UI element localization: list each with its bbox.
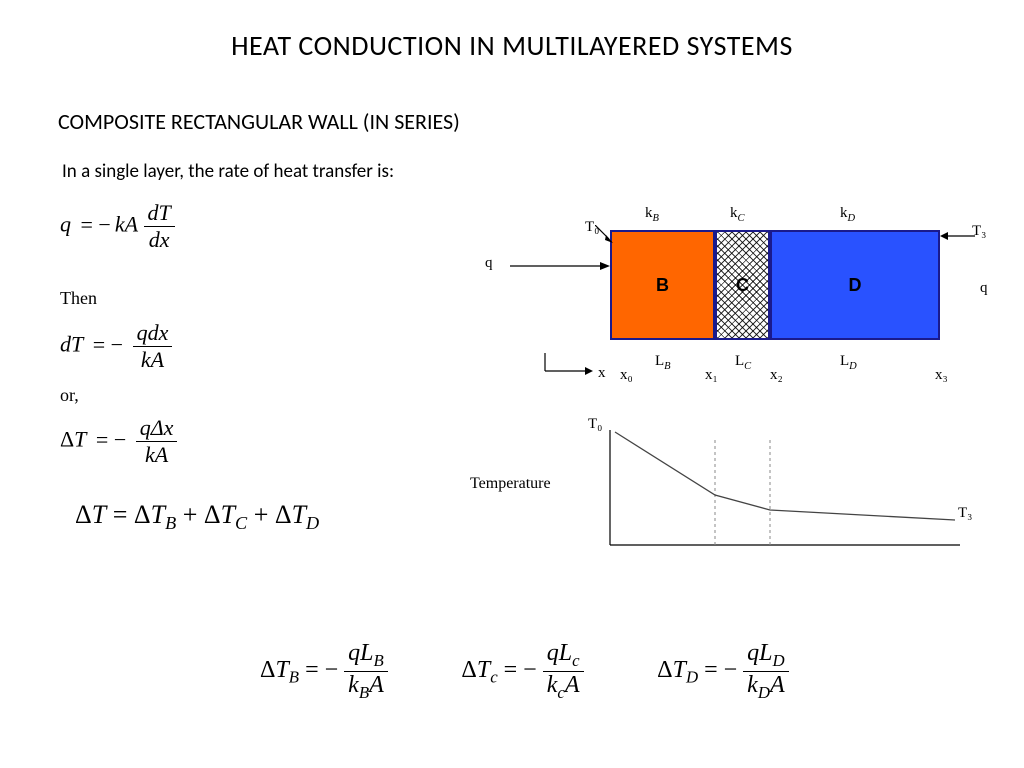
temp-axis-label: Temperature <box>470 475 551 493</box>
bottom-equations: ΔTB = − qLB kBA ΔTc = − qLc kcA ΔTD = − … <box>260 640 980 703</box>
composite-wall-diagram: B C D kB kC kD T₀ T₃ q q x LB LC LD x₀ x… <box>480 205 1000 405</box>
x0-label: x₀ <box>620 367 633 384</box>
layer-b: B <box>610 230 715 340</box>
equation-1: q = −kA dTdx <box>60 200 175 253</box>
intro-text: In a single layer, the rate of heat tran… <box>62 160 394 183</box>
equation-2: dT = − qdxkA <box>60 320 172 373</box>
equation-3: ΔT = − qΔxkA <box>60 415 177 468</box>
temp-curve-svg <box>560 420 1024 560</box>
q-arrow-left <box>510 260 610 272</box>
eq-dtd: ΔTD = − qLD kDA <box>657 640 788 703</box>
ld-label: LD <box>840 353 857 372</box>
layer-c: C <box>715 230 770 340</box>
t3-arrow <box>940 230 975 242</box>
layer-d: D <box>770 230 940 340</box>
q-right-label: q <box>980 280 988 297</box>
t0-arrow <box>595 225 613 243</box>
x-axis-label: x <box>598 365 606 382</box>
text-or: or, <box>60 385 79 406</box>
eq-dtb: ΔTB = − qLB kBA <box>260 640 388 703</box>
x-axis-corner <box>535 353 595 383</box>
x3-label: x₃ <box>935 367 948 384</box>
text-then: Then <box>60 288 97 309</box>
eq-dtc: ΔTc = − qLc kcA <box>461 640 583 703</box>
equation-4: ΔT = ΔTB + ΔTC + ΔTD <box>75 500 319 534</box>
q-left-label: q <box>485 255 493 272</box>
k-d-label: kD <box>840 205 855 224</box>
k-c-label: kC <box>730 205 745 224</box>
temperature-graph: Temperature T₀ T₃ <box>480 420 1000 580</box>
page-title: HEAT CONDUCTION IN MULTILAYERED SYSTEMS <box>0 28 1024 63</box>
x1-label: x₁ <box>705 367 718 384</box>
x2-label: x₂ <box>770 367 783 384</box>
k-b-label: kB <box>645 205 659 224</box>
lc-label: LC <box>735 353 751 372</box>
subtitle: COMPOSITE RECTANGULAR WALL (IN SERIES) <box>58 108 460 135</box>
lb-label: LB <box>655 353 671 372</box>
